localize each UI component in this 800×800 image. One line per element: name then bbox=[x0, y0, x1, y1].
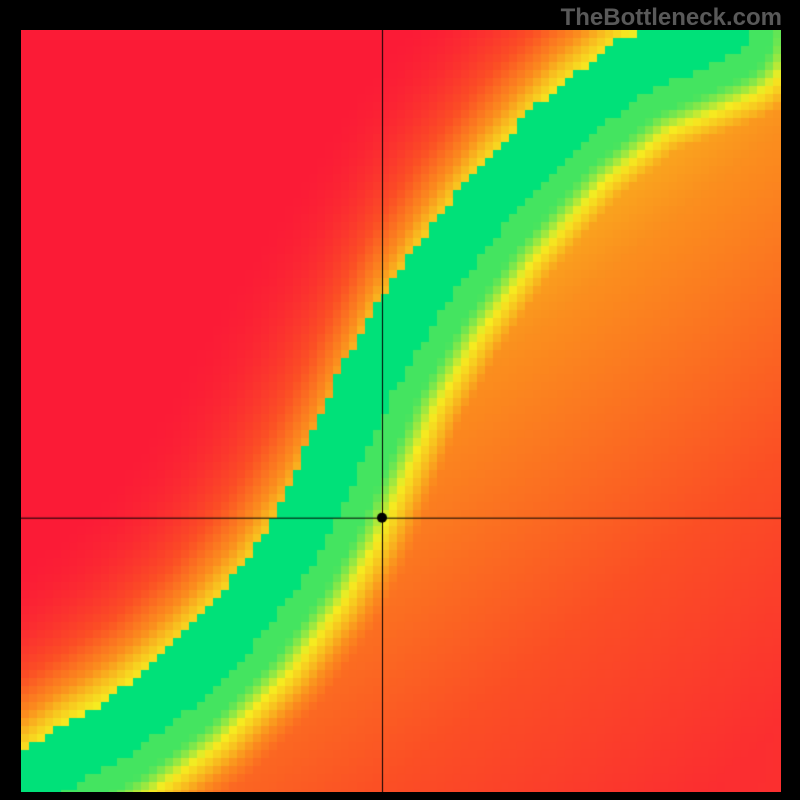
chart-container: TheBottleneck.com bbox=[0, 0, 800, 800]
watermark-text: TheBottleneck.com bbox=[561, 4, 782, 32]
heatmap-canvas bbox=[21, 30, 781, 792]
